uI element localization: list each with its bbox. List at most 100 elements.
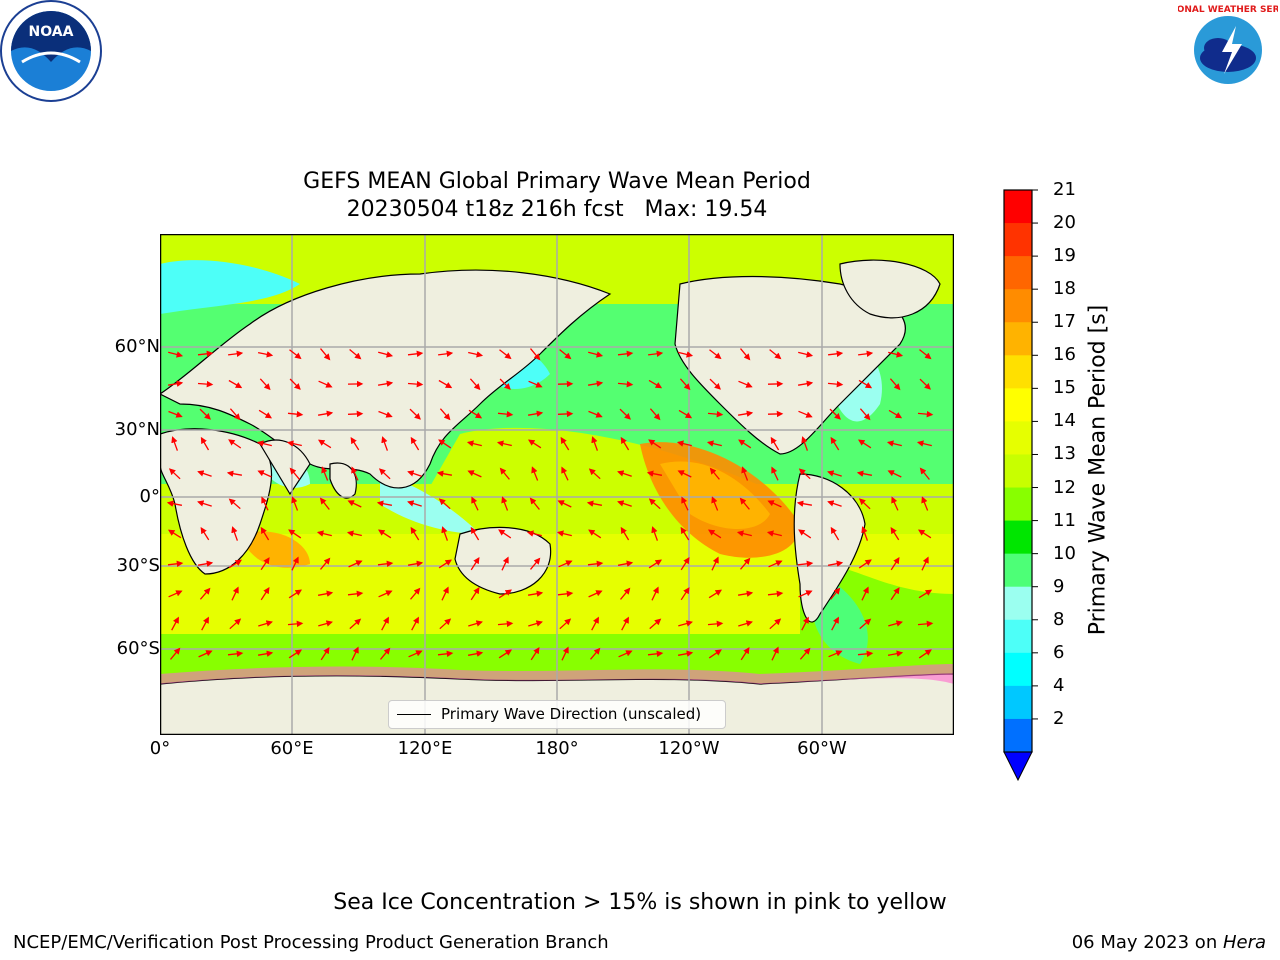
wave-arrow <box>620 526 630 541</box>
wave-arrow <box>467 650 484 657</box>
lat-tick-60s: 60°S <box>116 638 160 659</box>
wave-arrow <box>918 529 932 539</box>
colorbar-segment <box>1004 289 1032 323</box>
wave-arrow <box>470 587 480 601</box>
wave-arrow <box>171 616 179 631</box>
wave-arrow <box>828 650 843 658</box>
colorbar-tick: 10 <box>1053 542 1076 564</box>
wave-arrow <box>349 349 362 360</box>
wave-arrow <box>467 470 482 478</box>
wave-arrow <box>558 560 573 568</box>
wave-arrow <box>678 620 693 627</box>
wave-arrow <box>889 378 901 391</box>
wave-arrow <box>407 500 422 507</box>
wave-arrow <box>259 378 271 391</box>
wave-arrow <box>468 351 484 358</box>
wave-arrow <box>528 620 543 627</box>
colorbar-label: Primary Wave Mean Period [s] <box>1085 304 1111 636</box>
on-text: on <box>1189 932 1223 953</box>
wave-arrow <box>890 526 900 541</box>
wave-arrow <box>497 410 514 418</box>
lon-tick-60e: 60°E <box>270 738 314 759</box>
wave-arrow <box>709 349 722 360</box>
wave-arrow <box>738 380 753 388</box>
wave-arrow <box>438 350 454 357</box>
wave-arrow <box>501 556 509 571</box>
wave-arrow <box>226 470 243 477</box>
colorbar-segment <box>1004 322 1032 356</box>
colorbar-tick: 13 <box>1053 443 1076 465</box>
wave-arrow <box>257 351 274 358</box>
wave-arrow <box>646 470 663 477</box>
wave-arrow <box>856 470 873 477</box>
wave-arrow <box>741 466 749 481</box>
colorbar-segment <box>1004 421 1032 455</box>
wave-arrow <box>530 647 540 661</box>
wave-arrow <box>736 530 752 537</box>
wave-arrow <box>588 468 601 480</box>
lon-tick-180: 180° <box>535 738 579 759</box>
wave-arrow <box>346 530 362 537</box>
wave-arrow <box>859 408 871 421</box>
wave-arrow <box>767 500 782 508</box>
wave-arrow <box>588 529 602 539</box>
lat-tick-30s: 30°S <box>116 555 160 576</box>
wave-arrow <box>316 530 332 537</box>
wave-arrow <box>228 379 243 389</box>
wave-arrow <box>318 380 333 388</box>
wave-arrow <box>740 557 751 570</box>
wave-arrow <box>617 350 634 358</box>
wave-arrow <box>228 350 244 357</box>
colorbar-tick: 18 <box>1053 278 1076 300</box>
wave-arrow <box>351 646 359 661</box>
wave-arrow <box>917 410 934 418</box>
wave-arrow <box>770 436 780 451</box>
wave-arrow <box>530 557 541 570</box>
colorbar-segment <box>1004 520 1032 555</box>
colorbar-segment <box>1004 487 1032 522</box>
wave-arrow <box>317 439 332 449</box>
lon-tick-60w: 60°W <box>797 738 847 759</box>
wave-arrow <box>528 439 542 449</box>
wave-arrow <box>918 589 933 599</box>
wave-arrow <box>801 616 809 631</box>
lon-tick-120e: 120°E <box>397 738 453 759</box>
wave-arrow <box>859 618 872 630</box>
wave-arrow <box>590 647 601 660</box>
wave-arrow <box>916 440 932 447</box>
wave-arrow <box>197 350 214 358</box>
colorbar-tick: 16 <box>1053 344 1076 366</box>
colorbar-tick: 15 <box>1053 377 1076 399</box>
wave-arrow <box>827 500 842 507</box>
wave-arrow <box>798 590 813 598</box>
wave-arrow <box>501 496 509 511</box>
wave-arrow <box>678 351 694 358</box>
wave-arrow <box>229 408 241 421</box>
wave-arrow <box>201 616 209 631</box>
colorbar-tick: 19 <box>1053 245 1076 267</box>
wave-arrow <box>858 350 874 357</box>
nws-logo: NATIONAL WEATHER SERVICE <box>1153 0 1280 100</box>
wave-arrow <box>679 378 691 391</box>
wave-arrow <box>231 526 239 541</box>
wave-arrow <box>799 647 811 660</box>
wave-arrow <box>381 616 389 631</box>
plot-subtitle: 20230504 t18z 216h fcst Max: 19.54 <box>346 197 768 222</box>
machine-name: Hera <box>1222 932 1266 953</box>
wave-arrow <box>289 378 301 390</box>
wave-arrow <box>199 587 211 600</box>
wave-arrow <box>288 529 302 539</box>
colorbar-tick: 20 <box>1053 212 1076 234</box>
wave-arrow <box>648 559 662 569</box>
plot-title: GEFS MEAN Global Primary Wave Mean Perio… <box>303 169 811 194</box>
colorbar-segment <box>1004 652 1032 687</box>
wave-arrow <box>531 466 539 481</box>
wave-arrow <box>649 408 661 421</box>
wave-arrow <box>229 618 242 630</box>
wave-arrow <box>827 380 844 388</box>
wave-arrow <box>771 646 779 661</box>
wave-arrow <box>830 526 840 541</box>
wave-arrow <box>560 436 570 451</box>
wave-arrow <box>707 620 724 628</box>
wave-arrow <box>291 496 299 511</box>
